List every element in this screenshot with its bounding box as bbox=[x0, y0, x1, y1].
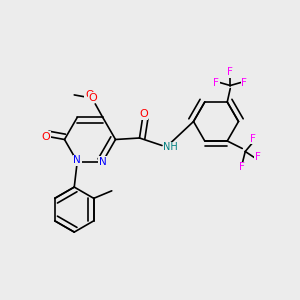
Text: F: F bbox=[227, 67, 233, 77]
Text: F: F bbox=[239, 162, 245, 172]
Text: N: N bbox=[74, 155, 81, 165]
Text: F: F bbox=[213, 77, 219, 88]
Text: O: O bbox=[41, 131, 50, 142]
Text: O: O bbox=[89, 93, 98, 103]
Text: N: N bbox=[99, 157, 106, 166]
Text: F: F bbox=[242, 77, 247, 88]
Text: F: F bbox=[250, 134, 256, 144]
Text: O: O bbox=[139, 109, 148, 119]
Text: F: F bbox=[255, 152, 261, 163]
Text: O: O bbox=[85, 90, 94, 100]
Text: NH: NH bbox=[164, 142, 178, 152]
